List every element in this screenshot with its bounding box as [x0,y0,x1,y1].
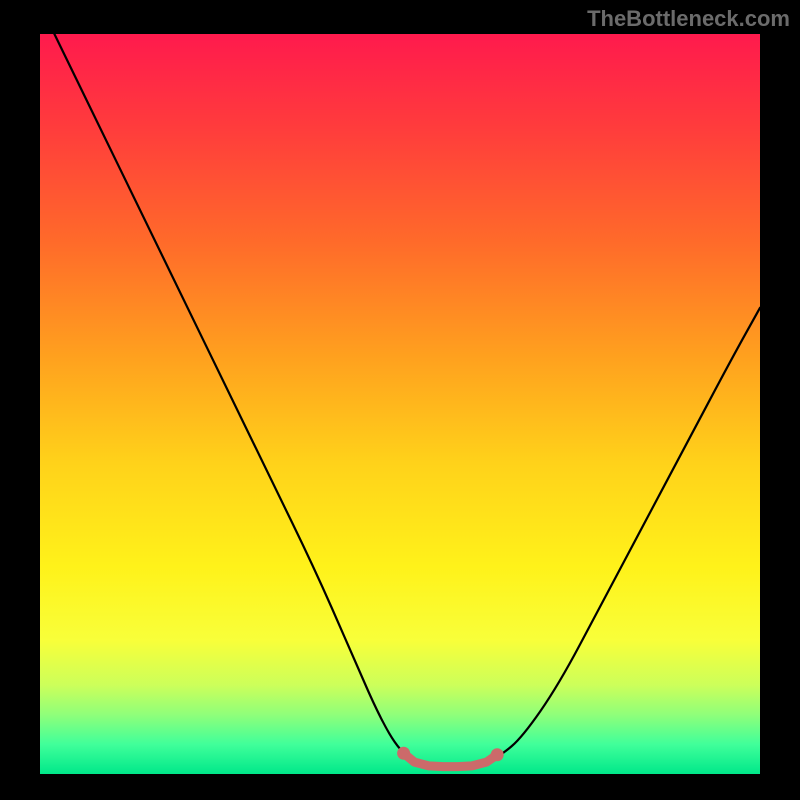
highlight-start-dot [397,747,410,760]
highlight-end-dot [491,748,504,761]
watermark-text: TheBottleneck.com [587,6,790,32]
gradient-background [40,34,760,774]
chart-svg [40,34,760,774]
chart-container: TheBottleneck.com [0,0,800,800]
plot-area [40,34,760,774]
